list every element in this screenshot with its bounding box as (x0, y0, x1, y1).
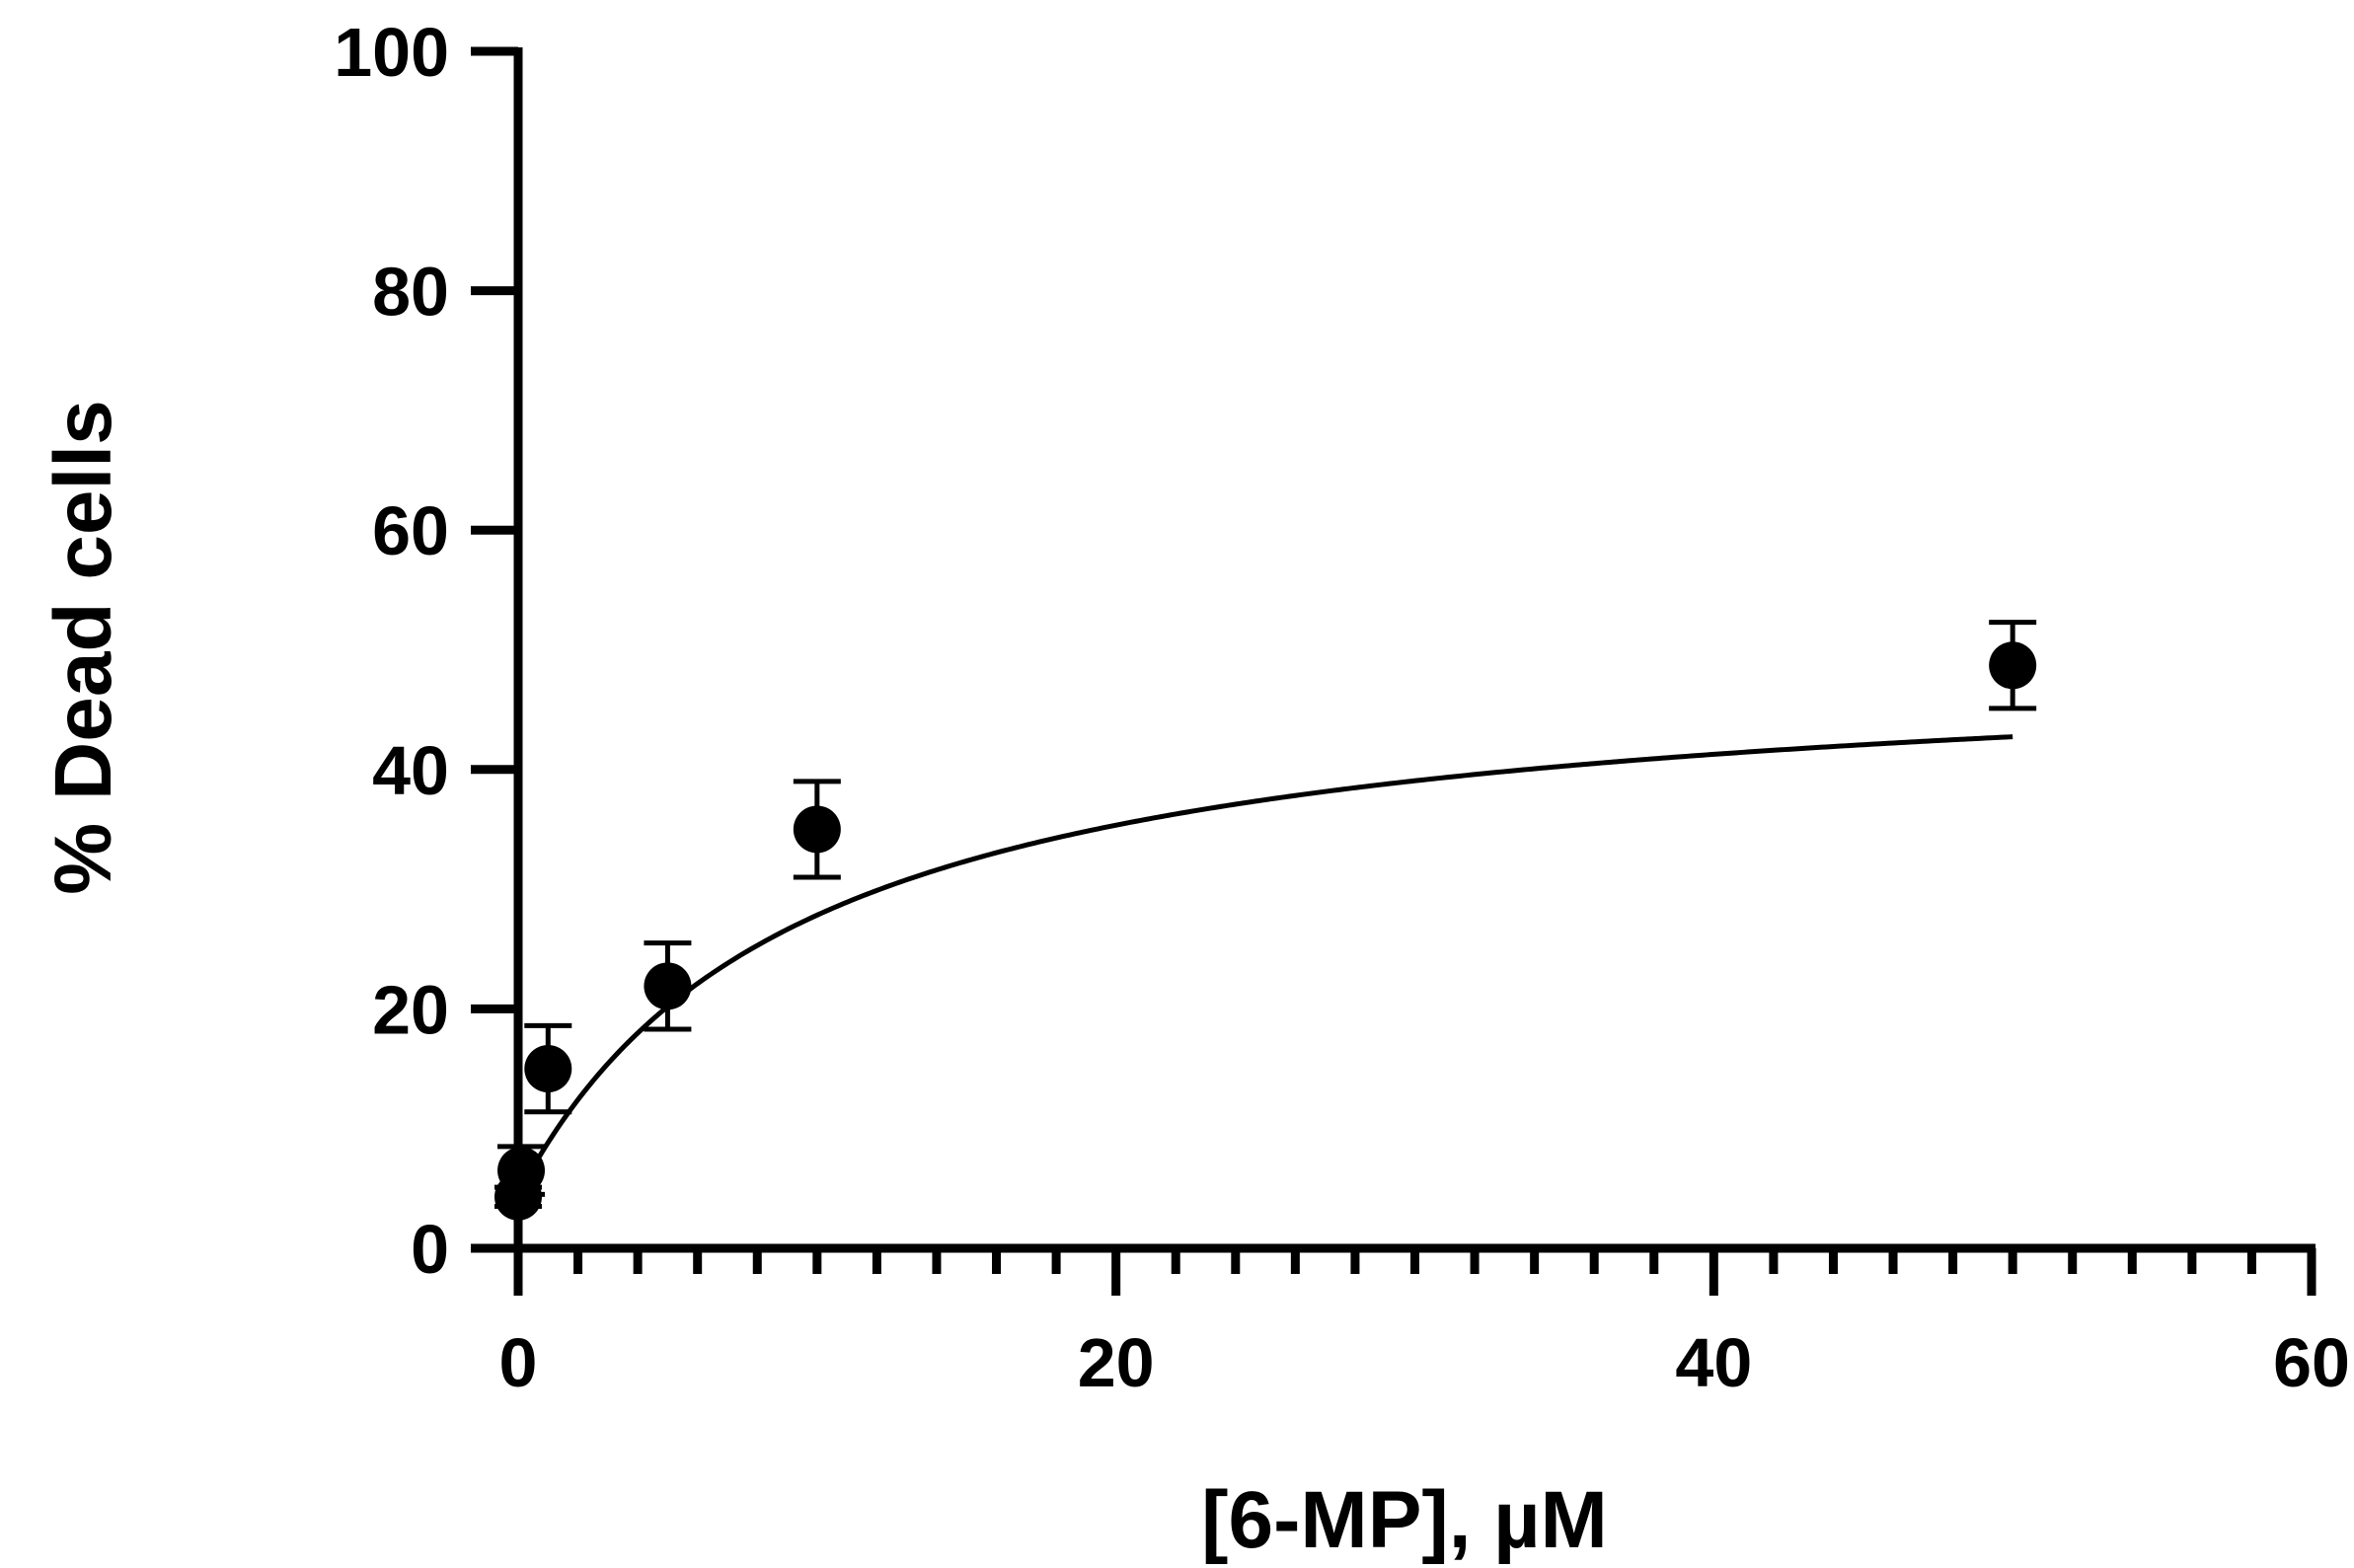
y-tick-label: 20 (372, 971, 449, 1048)
data-point-group (497, 1144, 546, 1197)
data-point-group (524, 1022, 572, 1115)
data-point (497, 1147, 546, 1195)
data-point-group (1989, 620, 2037, 711)
x-axis-title: [6-MP], µM (1201, 1475, 1608, 1565)
y-tick-label: 80 (372, 254, 449, 331)
y-tick-label: 60 (372, 492, 449, 569)
x-tick-label: 0 (499, 1324, 538, 1401)
x-tick-label: 40 (1675, 1324, 1752, 1401)
data-point-group (793, 779, 841, 880)
data-point (524, 1045, 572, 1093)
y-tick-label: 0 (411, 1211, 449, 1288)
data-point (1989, 641, 2037, 690)
data-points-layer (494, 620, 2037, 1221)
x-tick-label: 20 (1078, 1324, 1155, 1401)
y-tick-label: 100 (334, 14, 449, 91)
fit-curve (517, 734, 2013, 1193)
data-point (644, 962, 692, 1010)
data-point (793, 805, 841, 854)
axes: 0 20 40 60 80 100 0 20 40 60 (334, 14, 2350, 1401)
y-tick-label: 40 (372, 732, 449, 809)
fit-curve-layer (517, 734, 2013, 1193)
y-axis-title: % Dead cells (38, 400, 128, 894)
x-tick-label: 60 (2273, 1324, 2350, 1401)
data-point-group (644, 940, 692, 1032)
